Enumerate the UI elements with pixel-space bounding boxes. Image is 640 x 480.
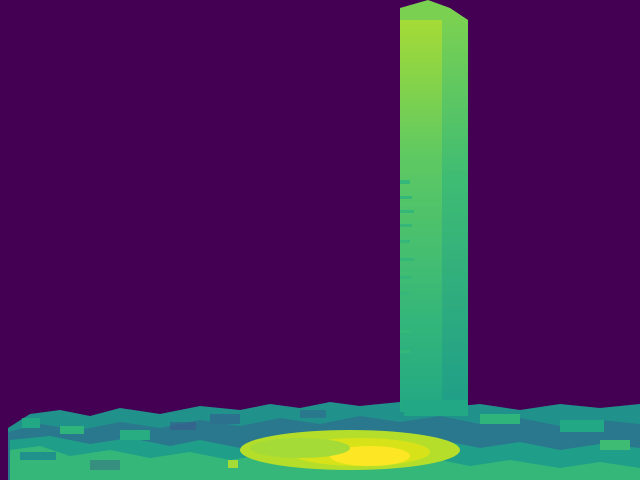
tower [400, 0, 468, 416]
near-hotspot [228, 430, 460, 470]
